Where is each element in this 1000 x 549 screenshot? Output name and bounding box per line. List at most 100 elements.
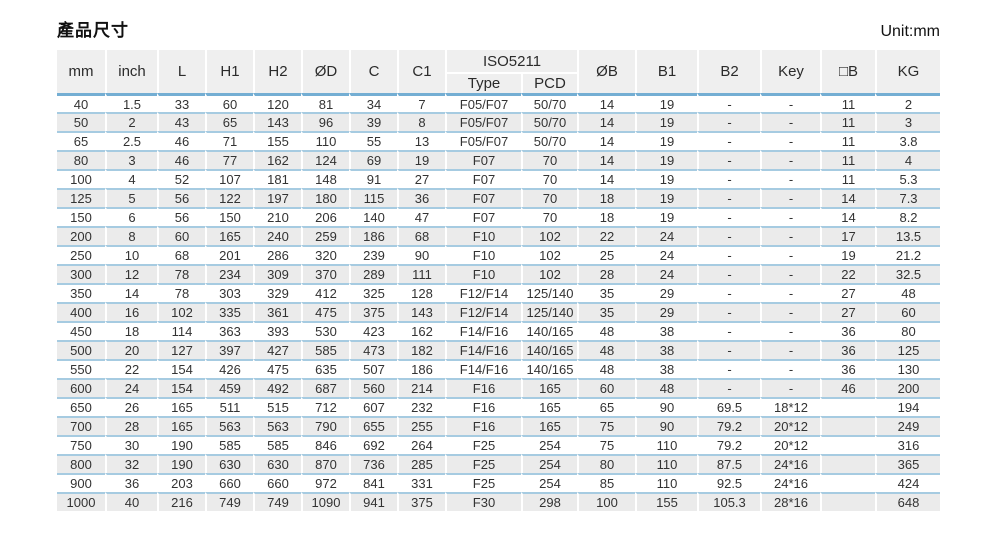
table-cell: 38	[635, 340, 698, 359]
table-cell: 114	[157, 321, 205, 340]
table-cell: 749	[205, 492, 253, 511]
table-cell: 750	[57, 435, 105, 454]
table-cell: -	[760, 264, 821, 283]
table-cell: F25	[445, 473, 521, 492]
table-cell: 200	[57, 226, 105, 245]
table-cell: 60	[875, 302, 941, 321]
table-cell: -	[760, 283, 821, 302]
table-cell: 240	[253, 226, 301, 245]
table-cell: 110	[635, 473, 698, 492]
table-cell: F16	[445, 416, 521, 435]
table-cell: 32.5	[875, 264, 941, 283]
table-cell: 35	[577, 283, 636, 302]
table-row: 750 30 190 585 585 846 692 264 F25 254 75 110 79.2 20…	[57, 435, 941, 454]
table-cell	[820, 416, 876, 435]
table-cell: 736	[349, 454, 397, 473]
table-cell: 29	[635, 283, 698, 302]
table-cell: 27	[820, 302, 876, 321]
table-cell: 181	[253, 169, 301, 188]
table-cell: 140/165	[521, 340, 578, 359]
table-cell: 7.3	[875, 188, 941, 207]
table-cell: 110	[635, 454, 698, 473]
table-cell: 630	[253, 454, 301, 473]
table-row: 500 20 127 397 427 585 473 182 F14/F16 140/165 48 3…	[57, 340, 941, 359]
table-cell: 102	[521, 226, 578, 245]
table-cell: 155	[635, 492, 698, 511]
table-cell: 165	[521, 416, 578, 435]
table-cell: 790	[301, 416, 349, 435]
table-cell: 13	[397, 131, 445, 150]
table-cell: 155	[253, 131, 301, 150]
table-cell: 79.2	[697, 435, 761, 454]
col-group-iso5211: ISO5211	[445, 50, 578, 72]
table-cell: 148	[301, 169, 349, 188]
table-cell: 24	[105, 378, 157, 397]
table-cell: 350	[57, 283, 105, 302]
table-cell: 165	[521, 397, 578, 416]
table-cell: 375	[397, 492, 445, 511]
table-cell: 165	[157, 397, 205, 416]
table-cell: 320	[301, 245, 349, 264]
table-cell: 846	[301, 435, 349, 454]
table-cell: 48	[577, 321, 636, 340]
table-cell: 127	[157, 340, 205, 359]
table-cell: 214	[397, 378, 445, 397]
table-cell	[820, 454, 876, 473]
table-cell: 3	[105, 150, 157, 169]
table-cell: 56	[157, 188, 205, 207]
table-cell: 165	[205, 226, 253, 245]
table-cell: -	[760, 93, 821, 112]
table-cell: 87.5	[697, 454, 761, 473]
unit-label: Unit:mm	[880, 23, 940, 40]
table-cell: 36	[397, 188, 445, 207]
table-cell: 140/165	[521, 321, 578, 340]
table-cell: 393	[253, 321, 301, 340]
table-header: mm inch L H1 H2 ØD C C1 ISO5211 ØB B1 B2 Key □B KG Type…	[57, 50, 941, 93]
table-cell: -	[697, 302, 761, 321]
col-header-kg: KG	[875, 50, 941, 93]
page-title: 產品尺寸	[57, 21, 129, 40]
table-cell: 150	[57, 207, 105, 226]
table-cell: 264	[397, 435, 445, 454]
table-cell: 450	[57, 321, 105, 340]
table-cell: -	[760, 302, 821, 321]
table-cell: 162	[253, 150, 301, 169]
table-caption-row: 產品尺寸 Unit:mm	[57, 16, 940, 41]
table-cell: 36	[820, 359, 876, 378]
table-row: 100 4 52 107 181 148 91 27 F07 70 14 19- -11 5.3	[57, 169, 941, 188]
table-cell: 530	[301, 321, 349, 340]
table-cell: 165	[157, 416, 205, 435]
table-cell: 316	[875, 435, 941, 454]
table-cell: 259	[301, 226, 349, 245]
table-cell: -	[760, 169, 821, 188]
table-cell: 19	[397, 150, 445, 169]
table-cell: 941	[349, 492, 397, 511]
col-header-c: C	[349, 50, 397, 93]
table-cell: 38	[635, 321, 698, 340]
table-cell: 201	[205, 245, 253, 264]
table-cell: 26	[105, 397, 157, 416]
table-cell: 331	[397, 473, 445, 492]
table-cell: 424	[875, 473, 941, 492]
table-cell: F05/F07	[445, 93, 521, 112]
table-cell: 200	[875, 378, 941, 397]
table-cell: 75	[577, 435, 636, 454]
table-cell: 125	[875, 340, 941, 359]
table-cell: 5.3	[875, 169, 941, 188]
table-cell: 100	[577, 492, 636, 511]
table-cell: 550	[57, 359, 105, 378]
table-cell: 19	[635, 112, 698, 131]
table-cell: 102	[521, 245, 578, 264]
table-cell: 22	[577, 226, 636, 245]
table-cell: 607	[349, 397, 397, 416]
table-cell: 660	[205, 473, 253, 492]
table-cell: 206	[301, 207, 349, 226]
table-cell: 48	[875, 283, 941, 302]
table-cell: 40	[57, 93, 105, 112]
table-cell: 370	[301, 264, 349, 283]
table-cell: F30	[445, 492, 521, 511]
col-header-inch: inch	[105, 50, 157, 93]
table-cell: 712	[301, 397, 349, 416]
table-cell: F07	[445, 150, 521, 169]
table-cell: F05/F07	[445, 112, 521, 131]
